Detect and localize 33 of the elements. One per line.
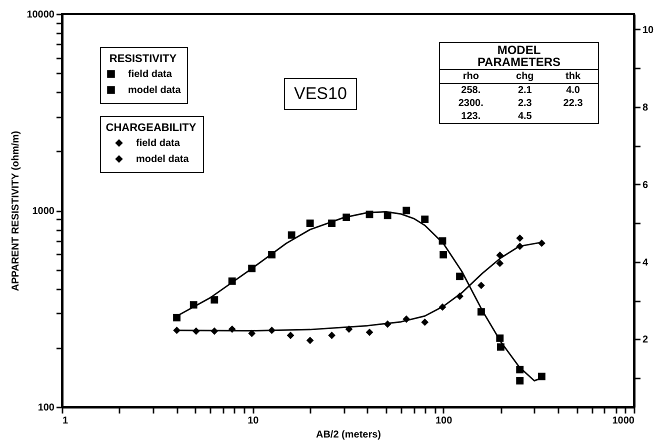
y-tick-label: 10000 [26,10,55,20]
x-tick-label: 1000 [612,416,635,426]
y2-tick-label: 8 [642,102,648,114]
annotation: 22.3 [562,97,584,110]
annotation: 2.1 [516,84,533,97]
text: RESISTIVITY [109,53,177,65]
annotation: 2.3 [516,97,533,110]
legend-label: model data [136,154,190,165]
annotation: 4.0 [565,84,581,97]
y-axis-title: APPARENT RESISTIVITY (ohm/m) [10,130,22,292]
legend-label: model data [128,85,182,96]
y2-tick-label: 10 [642,24,654,36]
legend-label: field data [136,138,180,149]
y2-tick-label: 4 [642,257,648,268]
annotation: MODEL PARAMETERS [440,43,598,70]
y2-tick-label: 2 [642,334,648,346]
legend-label: field data [128,69,172,80]
annotation: rho [440,70,502,84]
x-tick-label: 1 [62,416,68,426]
x-axis-title: AB/2 (meters) [316,430,382,440]
y-tick-label: 100 [38,402,55,414]
annotation: 258. [460,84,482,97]
annotation: chg [502,70,548,84]
annotation: thk [548,70,598,84]
x-tick-label: 10 [248,416,260,426]
y2-tick-label: 6 [642,180,648,191]
label-box: VES10 [284,78,357,110]
annotation: 4.5 [516,110,533,123]
text: CHARGEABILITY [106,122,196,134]
annotation: 123. [460,110,482,123]
x-tick-label: 100 [435,416,453,426]
y-tick-label: 1000 [32,206,55,217]
annotation: 2300. [457,97,484,110]
